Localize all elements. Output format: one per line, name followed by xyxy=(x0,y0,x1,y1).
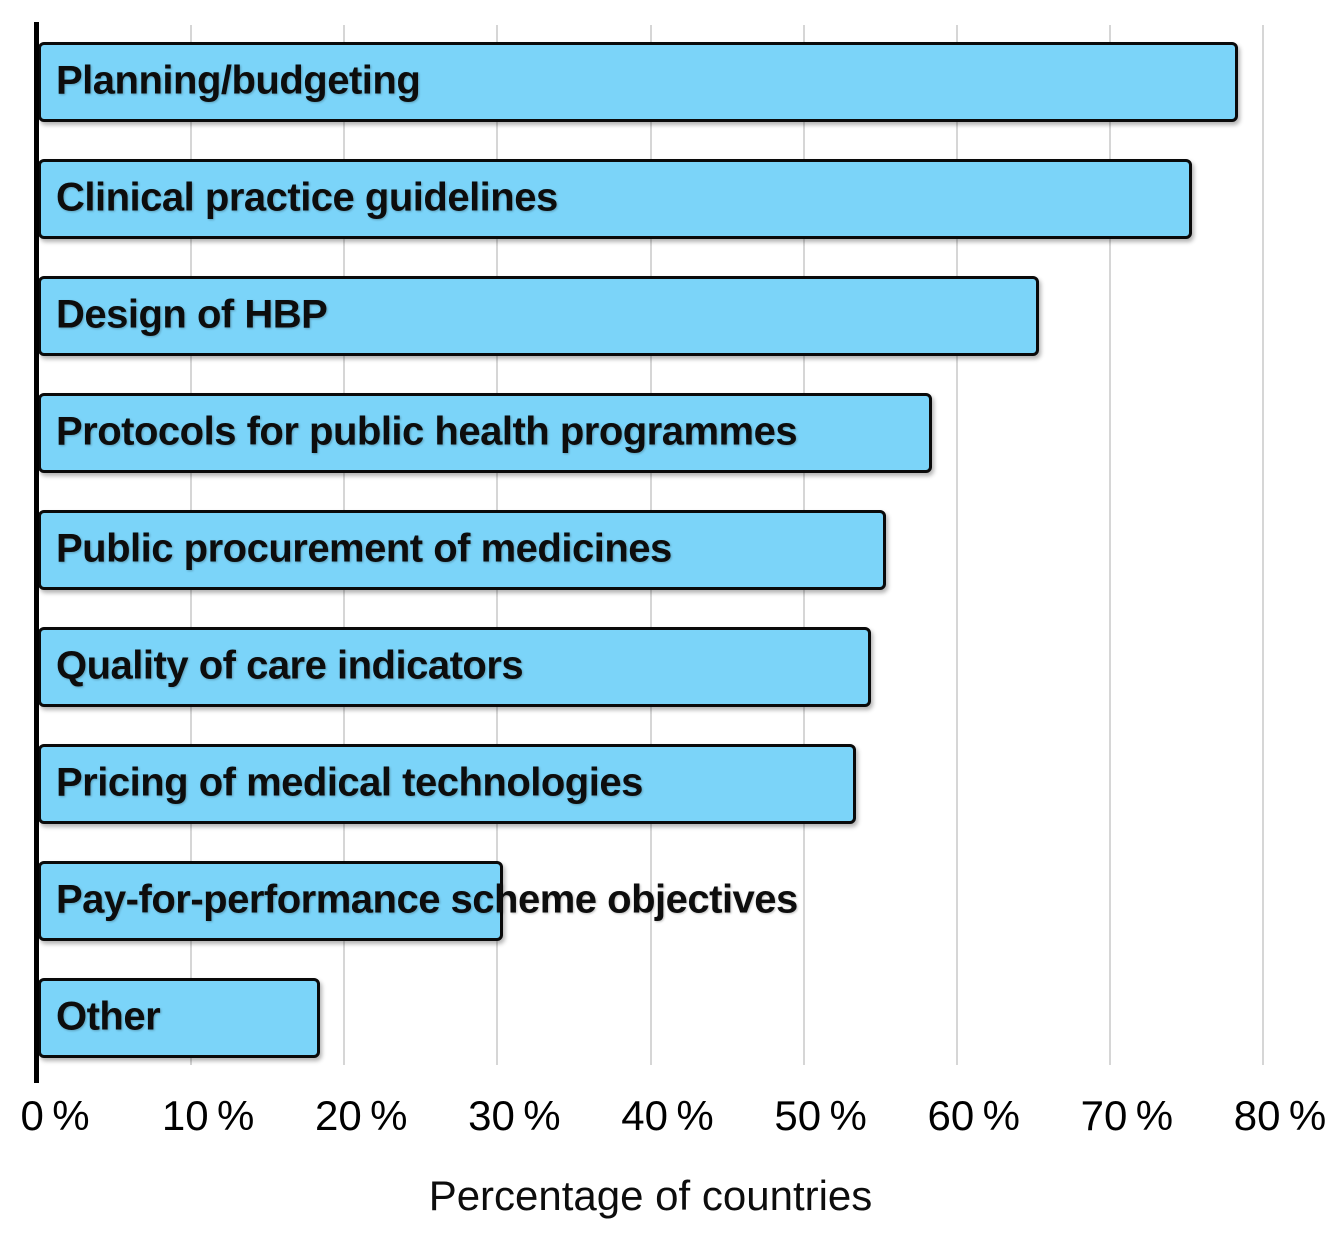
bar-row: Pay-for-performance scheme objectives xyxy=(38,861,1263,941)
y-axis-line xyxy=(34,22,39,1083)
bar-row: Clinical practice guidelines xyxy=(38,159,1263,239)
bar-row: Quality of care indicators xyxy=(38,627,1263,707)
x-tick-label: 0 % xyxy=(20,1092,90,1139)
x-axis-title: Percentage of countries xyxy=(428,1172,873,1219)
bar-label: Pay-for-performance scheme objectives xyxy=(56,877,798,922)
bar-row: Public procurement of medicines xyxy=(38,510,1263,590)
bars-layer: Planning/budgeting Clinical practice guid… xyxy=(38,42,1263,1058)
bar-row: Design of HBP xyxy=(38,276,1263,356)
bar xyxy=(38,861,504,941)
plot-area: Planning/budgeting Clinical practice guid… xyxy=(38,25,1264,1065)
bar-label: Design of HBP xyxy=(56,292,328,337)
bar xyxy=(38,627,871,707)
gridline xyxy=(955,25,958,1065)
bar xyxy=(38,159,1193,239)
gridline xyxy=(1108,25,1111,1065)
bar-label: Clinical practice guidelines xyxy=(56,175,558,220)
bar-row: Pricing of medical technologies xyxy=(38,744,1263,824)
x-tick-label: 40 % xyxy=(621,1092,714,1139)
bar xyxy=(38,393,933,473)
x-tick-label: 20 % xyxy=(315,1092,408,1139)
bar-label: Other xyxy=(56,994,161,1039)
bar-row: Planning/budgeting xyxy=(38,42,1263,122)
x-tick-label: 50 % xyxy=(774,1092,867,1139)
bar-row: Other xyxy=(38,978,1263,1058)
x-tick-label: 60 % xyxy=(927,1092,1020,1139)
bar xyxy=(38,276,1040,356)
bar-label: Pricing of medical technologies xyxy=(56,760,643,805)
x-tick-label: 10 % xyxy=(161,1092,255,1139)
x-tick-label: 30 % xyxy=(468,1092,561,1139)
bar xyxy=(38,978,320,1058)
bar xyxy=(38,744,856,824)
bar-label: Public procurement of medicines xyxy=(56,526,672,571)
bar-row: Protocols for public health programmes xyxy=(38,393,1263,473)
x-tick-label: 80 % xyxy=(1233,1092,1327,1139)
bar-label: Protocols for public health programmes xyxy=(56,409,798,454)
x-axis-ticks: 0 % 10 % 20 % 30 % 40 % 50 % 60 % 70 % 80 % xyxy=(20,1092,1326,1144)
gridline xyxy=(1262,25,1264,1065)
bar-label: Planning/budgeting xyxy=(56,58,421,103)
bar xyxy=(38,510,887,590)
bar xyxy=(38,42,1239,122)
bar-label: Quality of care indicators xyxy=(56,643,524,688)
x-tick-label: 70 % xyxy=(1080,1092,1174,1139)
